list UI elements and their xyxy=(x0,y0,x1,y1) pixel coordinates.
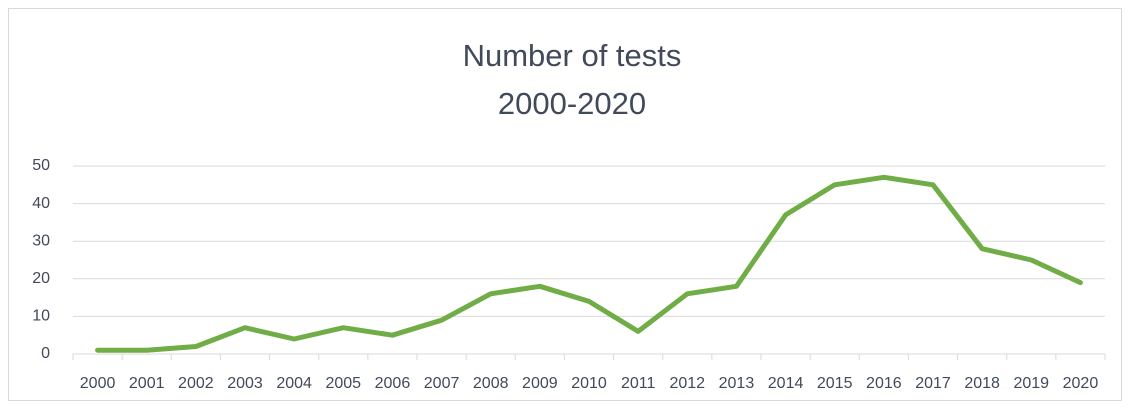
x-tick-label: 2010 xyxy=(571,375,607,392)
x-tick-label: 2015 xyxy=(817,375,853,392)
x-tick-label: 2011 xyxy=(621,375,656,392)
x-tick-label: 2020 xyxy=(1063,375,1099,392)
x-tick-label: 2007 xyxy=(424,375,460,392)
x-tick-label: 2006 xyxy=(375,375,411,392)
data-line xyxy=(95,174,1083,353)
y-tick-label: 50 xyxy=(32,157,50,174)
x-tick-label: 2005 xyxy=(325,375,361,392)
y-tick-label: 0 xyxy=(41,345,50,362)
chart-frame xyxy=(8,8,1122,401)
y-tick-label: 10 xyxy=(32,308,50,325)
x-tick-label: 2002 xyxy=(178,375,214,392)
x-tick-label: 2008 xyxy=(473,375,509,392)
x-tick-label: 2012 xyxy=(669,375,705,392)
x-tick-label: 2019 xyxy=(1013,375,1049,392)
y-tick-label: 30 xyxy=(32,232,50,249)
x-tick-label: 2009 xyxy=(522,375,558,392)
x-tick-label: 2017 xyxy=(915,375,951,392)
x-tick-label: 2013 xyxy=(719,375,755,392)
x-tick-label: 2018 xyxy=(964,375,1000,392)
chart-title: Number of tests xyxy=(463,38,682,73)
x-tick-label: 2004 xyxy=(276,375,312,392)
x-tick-label: 2001 xyxy=(129,375,165,392)
x-tick-label: 2016 xyxy=(866,375,902,392)
x-tick-label: 2003 xyxy=(227,375,263,392)
y-tick-label: 20 xyxy=(32,270,50,287)
chart-title: 2000-2020 xyxy=(498,86,646,121)
x-tick-label: 2000 xyxy=(80,375,116,392)
x-tick-label: 2014 xyxy=(768,375,804,392)
y-tick-label: 40 xyxy=(32,195,50,212)
